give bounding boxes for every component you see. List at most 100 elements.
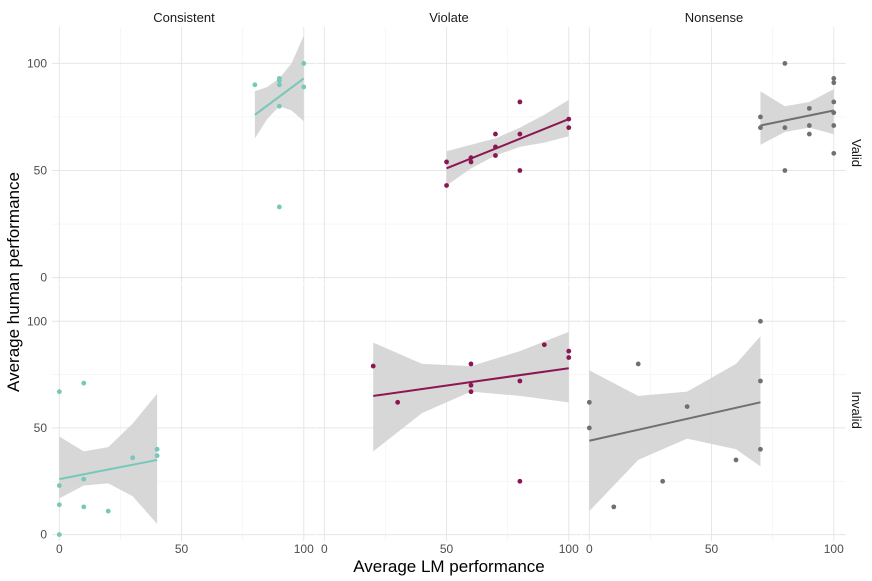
data-point bbox=[130, 455, 136, 461]
panel-violate-valid bbox=[317, 27, 581, 284]
panel-consistent-valid bbox=[52, 27, 316, 284]
data-point bbox=[831, 99, 837, 105]
data-point bbox=[81, 504, 87, 510]
fit-line bbox=[760, 109, 834, 127]
data-point bbox=[493, 153, 498, 158]
data-point bbox=[56, 532, 62, 537]
data-point bbox=[831, 80, 837, 86]
data-point bbox=[81, 476, 87, 482]
data-point bbox=[276, 82, 282, 88]
fit-line bbox=[254, 77, 305, 116]
strip-labels: Consistent Violate Nonsense Valid Invali… bbox=[153, 10, 864, 429]
data-point bbox=[635, 361, 641, 367]
data-point bbox=[395, 399, 401, 405]
panel-nonsense-valid bbox=[582, 27, 846, 284]
data-point bbox=[611, 504, 617, 510]
data-point bbox=[586, 425, 592, 431]
x-tick-label: 50 bbox=[175, 542, 189, 556]
x-tick-label: 0 bbox=[56, 542, 63, 556]
fit-line bbox=[373, 367, 569, 397]
data-point bbox=[370, 363, 376, 369]
data-point bbox=[444, 159, 449, 165]
confidence-band bbox=[760, 89, 834, 145]
panel-violate-invalid bbox=[317, 285, 581, 541]
data-point bbox=[276, 103, 282, 109]
data-point bbox=[468, 389, 474, 395]
data-point bbox=[468, 382, 474, 388]
data-point bbox=[733, 457, 739, 463]
y-tick-label: 100 bbox=[27, 314, 47, 328]
data-point bbox=[517, 378, 523, 384]
y-tick-label: 100 bbox=[27, 56, 47, 70]
data-point bbox=[782, 61, 788, 66]
data-point bbox=[468, 361, 474, 367]
data-point bbox=[56, 502, 62, 508]
fit-line bbox=[59, 458, 158, 481]
panel-consistent-invalid bbox=[52, 285, 316, 541]
data-point bbox=[276, 204, 282, 210]
y-tick-label: 50 bbox=[34, 163, 48, 177]
data-point bbox=[444, 183, 449, 188]
data-point bbox=[81, 380, 87, 386]
data-point bbox=[566, 348, 572, 354]
tick-labels: 0 50 100 0 50 100 0 50 100 0 50 100 0 50 100 bbox=[27, 56, 844, 556]
x-tick-label: 50 bbox=[705, 542, 719, 556]
data-point bbox=[831, 123, 837, 128]
confidence-band bbox=[589, 336, 761, 512]
data-point bbox=[806, 131, 812, 137]
strip-label-col-0: Consistent bbox=[153, 10, 215, 25]
data-point bbox=[56, 483, 62, 488]
data-point bbox=[517, 131, 523, 137]
data-point bbox=[782, 125, 788, 131]
x-tick-label: 0 bbox=[586, 542, 593, 556]
fit-line bbox=[589, 401, 761, 442]
data-point bbox=[517, 478, 523, 484]
data-point bbox=[758, 318, 763, 324]
data-point bbox=[806, 123, 812, 128]
data-point bbox=[758, 446, 763, 452]
data-point bbox=[154, 453, 160, 459]
data-point bbox=[493, 131, 498, 137]
data-point bbox=[541, 342, 547, 348]
strip-label-col-2: Nonsense bbox=[685, 10, 744, 25]
x-tick-label: 100 bbox=[559, 542, 579, 556]
data-point bbox=[758, 114, 763, 120]
data-point bbox=[758, 125, 763, 131]
data-point bbox=[566, 125, 572, 131]
panels-layer bbox=[52, 27, 846, 541]
data-point bbox=[301, 84, 307, 90]
y-tick-label: 0 bbox=[40, 271, 47, 285]
data-point bbox=[517, 99, 523, 105]
data-point bbox=[831, 150, 837, 156]
data-point bbox=[105, 508, 111, 514]
panel-nonsense-invalid bbox=[582, 285, 846, 541]
data-point bbox=[831, 76, 837, 81]
data-point bbox=[660, 478, 666, 484]
data-point bbox=[806, 105, 812, 111]
fit-line bbox=[446, 118, 570, 170]
y-tick-label: 0 bbox=[40, 528, 47, 542]
x-tick-label: 0 bbox=[321, 542, 328, 556]
strip-label-row-1: Invalid bbox=[849, 391, 864, 429]
x-tick-label: 50 bbox=[440, 542, 454, 556]
x-axis-label: Average LM performance bbox=[353, 557, 545, 576]
data-point bbox=[154, 446, 160, 452]
data-point bbox=[586, 399, 592, 405]
data-point bbox=[301, 61, 307, 66]
y-tick-label: 50 bbox=[34, 421, 48, 435]
strip-label-col-1: Violate bbox=[429, 10, 469, 25]
data-point bbox=[252, 82, 258, 88]
data-point bbox=[782, 168, 788, 173]
y-axis-label: Average human performance bbox=[4, 172, 23, 392]
data-point bbox=[276, 78, 282, 83]
data-point bbox=[468, 159, 474, 165]
x-tick-label: 100 bbox=[294, 542, 314, 556]
data-point bbox=[566, 355, 572, 360]
strip-label-row-0: Valid bbox=[849, 139, 864, 167]
data-point bbox=[758, 378, 763, 384]
confidence-band bbox=[59, 393, 158, 524]
data-point bbox=[517, 168, 523, 173]
data-point bbox=[684, 404, 690, 409]
data-point bbox=[56, 389, 62, 395]
